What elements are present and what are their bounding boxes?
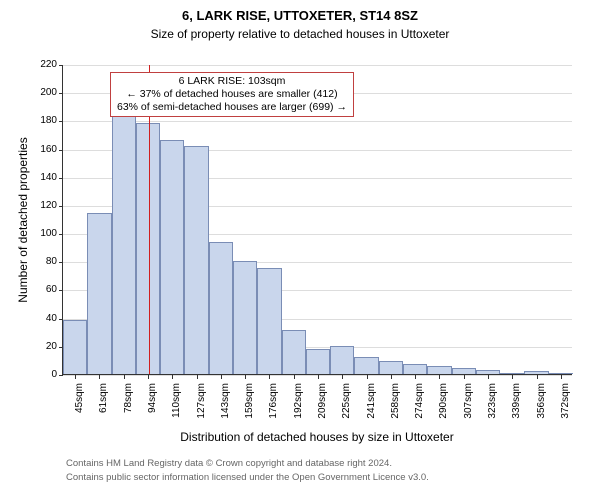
histogram-bar <box>87 213 111 374</box>
histogram-bar <box>379 361 403 374</box>
y-tick-label: 160 <box>27 144 57 155</box>
tick-mark <box>197 375 198 379</box>
histogram-bar <box>282 330 306 374</box>
tick-mark <box>367 375 368 379</box>
x-tick-label: 127sqm <box>196 383 207 433</box>
x-tick-label: 356sqm <box>536 383 547 433</box>
x-tick-label: 258sqm <box>390 383 401 433</box>
x-tick-label: 192sqm <box>293 383 304 433</box>
y-tick-label: 120 <box>27 200 57 211</box>
x-tick-label: 159sqm <box>244 383 255 433</box>
x-tick-label: 94sqm <box>147 383 158 433</box>
tick-mark <box>59 206 63 207</box>
histogram-bar <box>500 373 524 374</box>
tick-mark <box>59 290 63 291</box>
tick-mark <box>59 319 63 320</box>
tick-mark <box>59 65 63 66</box>
histogram-bar <box>112 116 136 374</box>
x-tick-label: 209sqm <box>317 383 328 433</box>
histogram-bar <box>160 140 184 374</box>
histogram-bar <box>306 349 330 374</box>
tick-mark <box>59 93 63 94</box>
x-tick-label: 339sqm <box>511 383 522 433</box>
x-tick-label: 61sqm <box>98 383 109 433</box>
y-tick-label: 20 <box>27 341 57 352</box>
y-tick-label: 180 <box>27 115 57 126</box>
histogram-bar <box>136 123 160 374</box>
y-tick-label: 40 <box>27 313 57 324</box>
tick-mark <box>59 121 63 122</box>
tick-mark <box>75 375 76 379</box>
tick-mark <box>59 375 63 376</box>
histogram-bar <box>524 371 548 374</box>
credit-line-1: Contains HM Land Registry data © Crown c… <box>66 458 392 469</box>
tick-mark <box>294 375 295 379</box>
tick-mark <box>439 375 440 379</box>
tick-mark <box>415 375 416 379</box>
histogram-bar <box>354 357 378 374</box>
histogram-bar <box>233 261 257 374</box>
tick-mark <box>342 375 343 379</box>
y-tick-label: 220 <box>27 59 57 70</box>
y-tick-label: 200 <box>27 87 57 98</box>
x-tick-label: 110sqm <box>171 383 182 433</box>
tick-mark <box>561 375 562 379</box>
x-tick-label: 241sqm <box>366 383 377 433</box>
tick-mark <box>221 375 222 379</box>
tick-mark <box>59 150 63 151</box>
tick-mark <box>245 375 246 379</box>
tick-mark <box>148 375 149 379</box>
y-tick-label: 80 <box>27 256 57 267</box>
histogram-bar <box>427 366 451 374</box>
credit-line-2: Contains public sector information licen… <box>66 472 429 483</box>
x-tick-label: 78sqm <box>123 383 134 433</box>
histogram-bar <box>403 364 427 374</box>
histogram-bar <box>476 370 500 374</box>
tick-mark <box>464 375 465 379</box>
x-tick-label: 176sqm <box>268 383 279 433</box>
tick-mark <box>124 375 125 379</box>
tick-mark <box>99 375 100 379</box>
annotation-line-1: 6 LARK RISE: 103sqm <box>117 75 347 88</box>
histogram-bar <box>257 268 281 374</box>
y-tick-label: 100 <box>27 228 57 239</box>
tick-mark <box>488 375 489 379</box>
annotation-box: 6 LARK RISE: 103sqm ← 37% of detached ho… <box>110 72 354 117</box>
chart-subtitle: Size of property relative to detached ho… <box>0 27 600 41</box>
gridline <box>63 65 572 66</box>
annotation-line-2: ← 37% of detached houses are smaller (41… <box>117 88 347 101</box>
histogram-bar <box>549 373 573 374</box>
tick-mark <box>269 375 270 379</box>
y-tick-label: 60 <box>27 284 57 295</box>
x-tick-label: 225sqm <box>341 383 352 433</box>
x-tick-label: 143sqm <box>220 383 231 433</box>
x-tick-label: 372sqm <box>560 383 571 433</box>
chart-title: 6, LARK RISE, UTTOXETER, ST14 8SZ <box>0 8 600 23</box>
x-tick-label: 274sqm <box>414 383 425 433</box>
histogram-bar <box>452 368 476 374</box>
histogram-bar <box>63 320 87 374</box>
annotation-line-3: 63% of semi-detached houses are larger (… <box>117 101 347 114</box>
histogram-bar <box>209 242 233 374</box>
tick-mark <box>172 375 173 379</box>
y-tick-label: 140 <box>27 172 57 183</box>
tick-mark <box>318 375 319 379</box>
x-tick-label: 307sqm <box>463 383 474 433</box>
tick-mark <box>391 375 392 379</box>
tick-mark <box>59 234 63 235</box>
histogram-bar <box>184 146 208 374</box>
x-tick-label: 323sqm <box>487 383 498 433</box>
tick-mark <box>512 375 513 379</box>
tick-mark <box>537 375 538 379</box>
x-tick-label: 290sqm <box>438 383 449 433</box>
histogram-bar <box>330 346 354 374</box>
x-tick-label: 45sqm <box>74 383 85 433</box>
tick-mark <box>59 262 63 263</box>
tick-mark <box>59 178 63 179</box>
y-tick-label: 0 <box>27 369 57 380</box>
